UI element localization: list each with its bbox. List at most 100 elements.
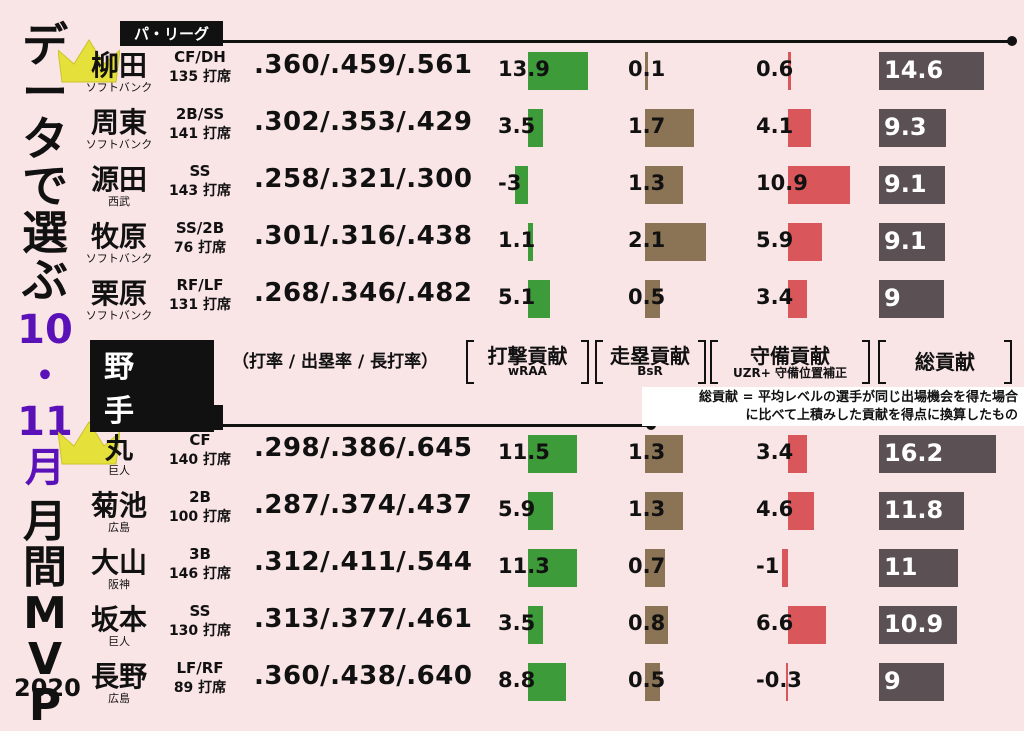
bar-total bbox=[879, 280, 944, 318]
player-name: 柳田 bbox=[90, 49, 147, 82]
bar-running bbox=[645, 549, 666, 587]
bar-running bbox=[645, 166, 683, 204]
bar-total bbox=[879, 166, 945, 204]
bar-defense bbox=[788, 223, 822, 261]
bracket-left bbox=[595, 340, 603, 384]
value-defense: 4.1 bbox=[756, 114, 794, 138]
title-char: M bbox=[23, 588, 67, 639]
bar-defense bbox=[788, 435, 808, 473]
player-name: 菊池 bbox=[90, 489, 147, 522]
category-label: 野 手 bbox=[90, 340, 214, 432]
player-slash: .302/.353/.429 bbox=[254, 107, 473, 137]
player-name: 坂本 bbox=[90, 603, 147, 636]
player-position: 2B bbox=[189, 488, 211, 506]
value-defense: 3.4 bbox=[756, 285, 794, 309]
title-char: 10 bbox=[17, 307, 73, 353]
value-defense: 3.4 bbox=[756, 440, 794, 464]
value-running: 0.5 bbox=[628, 285, 666, 309]
value-defense: 5.9 bbox=[756, 228, 794, 252]
bracket-left bbox=[710, 340, 718, 384]
value-defense: 0.6 bbox=[756, 57, 794, 81]
bar-batting bbox=[515, 166, 528, 204]
player-slash: .360/.459/.561 bbox=[254, 50, 473, 80]
value-running: 0.8 bbox=[628, 611, 666, 635]
player-position: 2B/SS bbox=[175, 105, 225, 123]
bracket-right bbox=[698, 340, 706, 384]
total-note: 総貢献 = 平均レベルの選手が同じ出場機会を得た場合 に比べて上積みした貢献を得… bbox=[642, 387, 1024, 427]
bar-total bbox=[879, 492, 964, 530]
bar-running bbox=[645, 492, 683, 530]
player-team: ソフトバンク bbox=[85, 81, 153, 94]
player-pa: 135 打席 bbox=[168, 69, 232, 85]
player-slash: .301/.316/.438 bbox=[254, 221, 473, 251]
header-batting: 打撃貢献 bbox=[487, 344, 568, 368]
bar-total bbox=[879, 435, 996, 473]
total-note-line1: 総貢献 = 平均レベルの選手が同じ出場機会を得た場合 bbox=[699, 390, 1018, 405]
crown-icon bbox=[58, 421, 120, 465]
player-pa: 131 打席 bbox=[168, 297, 232, 313]
value-running: 0.1 bbox=[628, 57, 666, 81]
value-running: 1.3 bbox=[628, 440, 666, 464]
player-name: 牧原 bbox=[90, 220, 147, 253]
bar-defense bbox=[782, 549, 788, 587]
bar-total bbox=[879, 606, 958, 644]
value-batting: 8.8 bbox=[498, 668, 536, 692]
bar-defense bbox=[788, 109, 812, 147]
player-team: 巨人 bbox=[108, 635, 130, 648]
player-name: 周東 bbox=[90, 106, 147, 139]
player-team: 巨人 bbox=[108, 464, 130, 477]
crown-icon bbox=[58, 39, 120, 83]
player-position: LF/RF bbox=[176, 659, 224, 677]
player-team: 広島 bbox=[108, 692, 130, 705]
bracket-right bbox=[862, 340, 870, 384]
title-char: 選 bbox=[22, 206, 68, 260]
player-position: SS/2B bbox=[175, 219, 225, 237]
value-total: 9.1 bbox=[884, 227, 927, 255]
player-name: 長野 bbox=[90, 660, 147, 693]
bar-defense bbox=[788, 280, 808, 318]
value-batting: 11.3 bbox=[498, 554, 550, 578]
player-pa: 140 打席 bbox=[168, 452, 232, 468]
value-batting: 5.9 bbox=[498, 497, 536, 521]
bar-running bbox=[645, 435, 683, 473]
player-pa: 89 打席 bbox=[173, 680, 227, 696]
bar-batting bbox=[528, 549, 577, 587]
title-char: P bbox=[28, 680, 62, 731]
bar-total bbox=[879, 52, 985, 90]
header-running: 走塁貢献 bbox=[610, 344, 690, 368]
value-running: 0.5 bbox=[628, 668, 666, 692]
value-running: 1.3 bbox=[628, 497, 666, 521]
bar-batting bbox=[528, 280, 550, 318]
value-defense: 10.9 bbox=[756, 171, 808, 195]
player-position: SS bbox=[189, 602, 211, 620]
header-defense-sub: UZR+ 守備位置補正 bbox=[733, 366, 847, 380]
player-position: SS bbox=[189, 162, 211, 180]
header-batting-sub: wRAA bbox=[508, 364, 547, 378]
player-team: 西武 bbox=[108, 195, 130, 208]
bar-batting bbox=[528, 606, 544, 644]
value-batting: 3.5 bbox=[498, 611, 536, 635]
value-total: 9 bbox=[884, 667, 901, 695]
value-total: 10.9 bbox=[884, 610, 944, 638]
bracket-right bbox=[1004, 340, 1012, 384]
bar-batting bbox=[528, 52, 588, 90]
value-running: 1.3 bbox=[628, 171, 666, 195]
ce-league-line bbox=[120, 424, 650, 427]
player-name: 源田 bbox=[90, 163, 147, 196]
bracket-right bbox=[581, 340, 589, 384]
bar-batting bbox=[528, 663, 566, 701]
title-char: タ bbox=[22, 112, 68, 166]
value-batting: 11.5 bbox=[498, 440, 550, 464]
value-batting: 13.9 bbox=[498, 57, 550, 81]
value-defense: -1 bbox=[756, 554, 780, 578]
value-batting: 3.5 bbox=[498, 114, 536, 138]
bar-defense bbox=[786, 663, 788, 701]
player-slash: .312/.411/.544 bbox=[254, 547, 473, 577]
player-team: ソフトバンク bbox=[85, 138, 153, 151]
value-total: 14.6 bbox=[884, 56, 944, 84]
player-name: 大山 bbox=[90, 546, 147, 579]
bar-batting bbox=[528, 435, 578, 473]
bar-total bbox=[879, 549, 959, 587]
value-defense: 4.6 bbox=[756, 497, 794, 521]
player-slash: .268/.346/.482 bbox=[254, 278, 473, 308]
